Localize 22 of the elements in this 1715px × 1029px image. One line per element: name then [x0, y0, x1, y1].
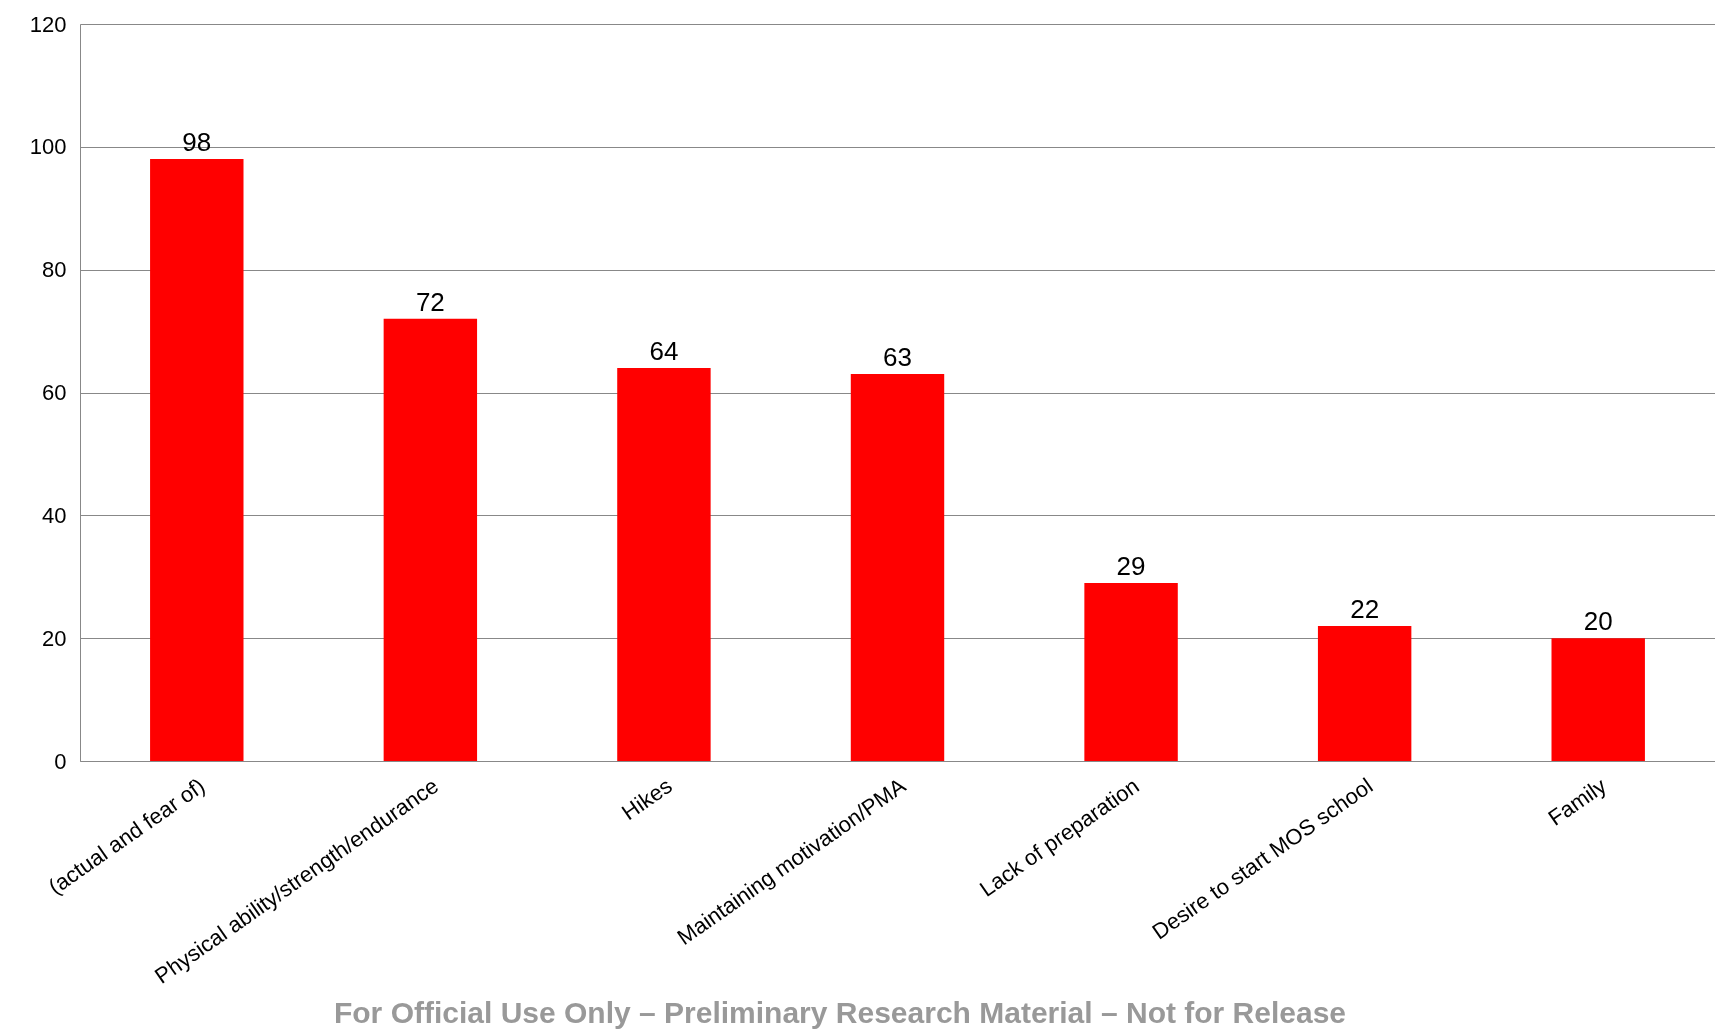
y-tick-label: 0: [54, 748, 67, 774]
data-label: 98: [182, 127, 212, 158]
data-label: 64: [649, 335, 679, 366]
y-tick-label: 40: [42, 502, 67, 528]
bar: [150, 159, 244, 761]
data-label: 20: [1583, 606, 1613, 637]
y-tick-label: 20: [42, 625, 67, 651]
bar: [1551, 638, 1645, 761]
bar: [1317, 625, 1412, 761]
data-label: 63: [883, 342, 912, 373]
bar: [617, 367, 711, 761]
y-tick-label: 120: [29, 11, 67, 37]
y-tick-label: 80: [42, 257, 67, 283]
bar: [1084, 582, 1178, 761]
data-label: 22: [1350, 593, 1380, 624]
data-label: 29: [1116, 550, 1146, 581]
y-tick-label: 60: [42, 380, 67, 405]
y-tick-label: 100: [29, 134, 67, 160]
bar: [850, 374, 945, 761]
text: For Official Use Only – Preliminary Research Material – Not for Release: [333, 996, 1347, 1029]
bar: [383, 318, 478, 761]
data-label: 72: [415, 286, 445, 317]
